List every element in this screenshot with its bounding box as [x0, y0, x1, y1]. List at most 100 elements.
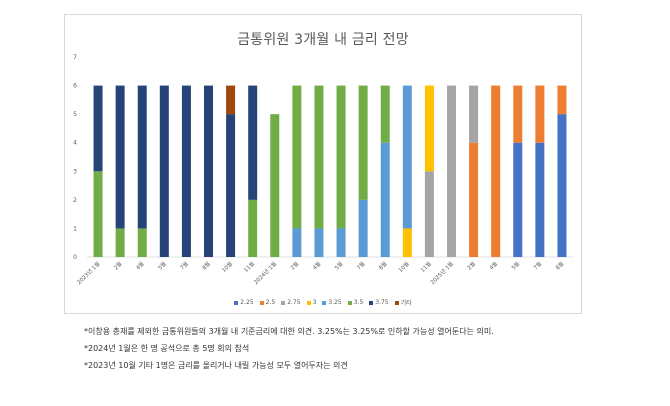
- footnotes: *이창용 총재를 제외한 금통위원들의 3개월 내 기준금리에 대한 의견. 3…: [84, 323, 644, 374]
- y-tick-label: 7: [73, 54, 77, 61]
- y-tick-label: 6: [73, 83, 77, 90]
- x-tick-label: 4월: [311, 260, 323, 272]
- bar-segment: [557, 114, 567, 258]
- bar-segment: [447, 85, 456, 257]
- x-tick-label: 2월: [289, 260, 301, 272]
- y-tick-label: 0: [73, 254, 77, 261]
- legend-item: 기타: [394, 298, 412, 307]
- legend-label: 3: [312, 299, 317, 306]
- legend-swatch: [306, 300, 311, 305]
- x-tick-label: 7월: [178, 260, 190, 272]
- bar-segment: [424, 171, 434, 257]
- legend-swatch: [281, 300, 286, 305]
- legend-swatch: [394, 300, 399, 305]
- bar-segment: [402, 228, 412, 257]
- footnote-2: *2024년 1월은 한 명 공석으로 총 5명 회의 참석: [84, 344, 250, 353]
- x-tick-label: 8월: [200, 260, 212, 272]
- bar-segment: [115, 228, 125, 257]
- legend-swatch: [259, 300, 264, 305]
- bar-segment: [358, 85, 368, 200]
- y-tick-label: 3: [73, 168, 77, 175]
- x-tick-label: 11월: [242, 260, 256, 274]
- bar-segment: [226, 114, 236, 258]
- bar-segment: [115, 85, 125, 229]
- legend-label: 3.5: [353, 299, 364, 306]
- bar-segment: [535, 142, 545, 257]
- bar-segment: [469, 142, 479, 257]
- y-tick-label: 5: [73, 111, 77, 118]
- x-tick-label: 2월: [465, 260, 477, 272]
- bar-segment: [181, 85, 191, 257]
- bar-segment: [535, 85, 545, 143]
- chart-legend: 2.25 2.5 2.75 3 3.25 3.5 3.75 기타: [65, 298, 581, 307]
- x-tick-label: 5월: [509, 260, 521, 272]
- bar-segment: [358, 199, 368, 257]
- x-tick-label: 7월: [355, 260, 367, 272]
- legend-item: 2.5: [259, 298, 276, 307]
- legend-item: 3.25: [322, 298, 342, 307]
- bar-segment: [314, 85, 324, 229]
- bar-segment: [93, 85, 103, 172]
- bar-segment: [314, 228, 324, 257]
- legend-label: 기타: [400, 300, 412, 307]
- x-tick-label: 7월: [532, 260, 544, 272]
- legend-label: 2.25: [240, 299, 254, 306]
- legend-swatch: [322, 300, 327, 305]
- bar-segment: [336, 228, 346, 257]
- bar-segment: [380, 142, 390, 257]
- legend-item: 2.25: [234, 298, 254, 307]
- bar-segment: [513, 85, 523, 143]
- bar-segment: [336, 85, 346, 229]
- x-tick-label: 2024년 1월: [252, 260, 278, 286]
- legend-item: 2.75: [281, 298, 301, 307]
- chart-title: 금통위원 3개월 내 금리 전망: [237, 32, 409, 48]
- legend-label: 2.75: [287, 299, 301, 306]
- legend-item: 3.5: [347, 298, 364, 307]
- legend-swatch: [347, 300, 352, 305]
- y-tick-label: 1: [73, 225, 77, 232]
- footnote-3: *2023년 10월 기타 1명은 금리를 올리거나 내릴 가능성 모두 열어두…: [84, 361, 348, 370]
- x-tick-label: 2025년 1월: [428, 260, 454, 286]
- x-tick-label: 2월: [112, 260, 124, 272]
- legend-item: 3.75: [369, 298, 389, 307]
- bar-segment: [93, 171, 103, 257]
- bar-segment: [248, 85, 258, 200]
- bar-segment: [226, 85, 236, 115]
- y-tick-label: 4: [73, 140, 77, 147]
- bar-segment: [270, 114, 280, 258]
- bar-segment: [137, 228, 147, 257]
- legend-swatch: [369, 300, 374, 305]
- x-tick-label: 11월: [419, 260, 433, 274]
- x-tick-label: 4월: [487, 260, 499, 272]
- legend-swatch: [234, 300, 239, 305]
- legend-label: 2.5: [265, 299, 276, 306]
- x-tick-label: 5월: [333, 260, 345, 272]
- legend-item: 3: [306, 298, 317, 307]
- x-tick-label: 8월: [377, 260, 389, 272]
- legend-label: 3.75: [375, 299, 389, 306]
- bar-segment: [469, 85, 479, 143]
- bar-segment: [159, 85, 169, 257]
- y-tick-label: 2: [73, 197, 77, 204]
- bar-segment: [292, 228, 302, 257]
- bar-segment: [513, 142, 523, 257]
- x-tick-label: 10월: [220, 260, 234, 274]
- bar-segment: [424, 85, 434, 172]
- x-tick-label: 5월: [156, 260, 168, 272]
- bar-segment: [491, 85, 501, 257]
- x-tick-label: 2023년 1월: [75, 260, 101, 286]
- bar-segment: [137, 85, 147, 229]
- bar-segment: [248, 199, 258, 257]
- x-tick-label: 8월: [554, 260, 566, 272]
- legend-label: 3.25: [328, 299, 342, 306]
- bar-segment: [292, 85, 302, 229]
- bar-segment: [380, 85, 390, 143]
- bar-segment: [557, 85, 567, 115]
- bar-segment: [204, 85, 213, 257]
- bar-segment: [402, 85, 412, 229]
- footnote-1: *이창용 총재를 제외한 금통위원들의 3개월 내 기준금리에 대한 의견. 3…: [84, 327, 494, 336]
- x-tick-label: 10월: [397, 260, 411, 274]
- x-tick-label: 4월: [134, 260, 146, 272]
- chart-frame: 금통위원 3개월 내 금리 전망 0 1 2 3 4 5 6 7 2023년 1월 2월 4월 5월 7…: [64, 14, 582, 314]
